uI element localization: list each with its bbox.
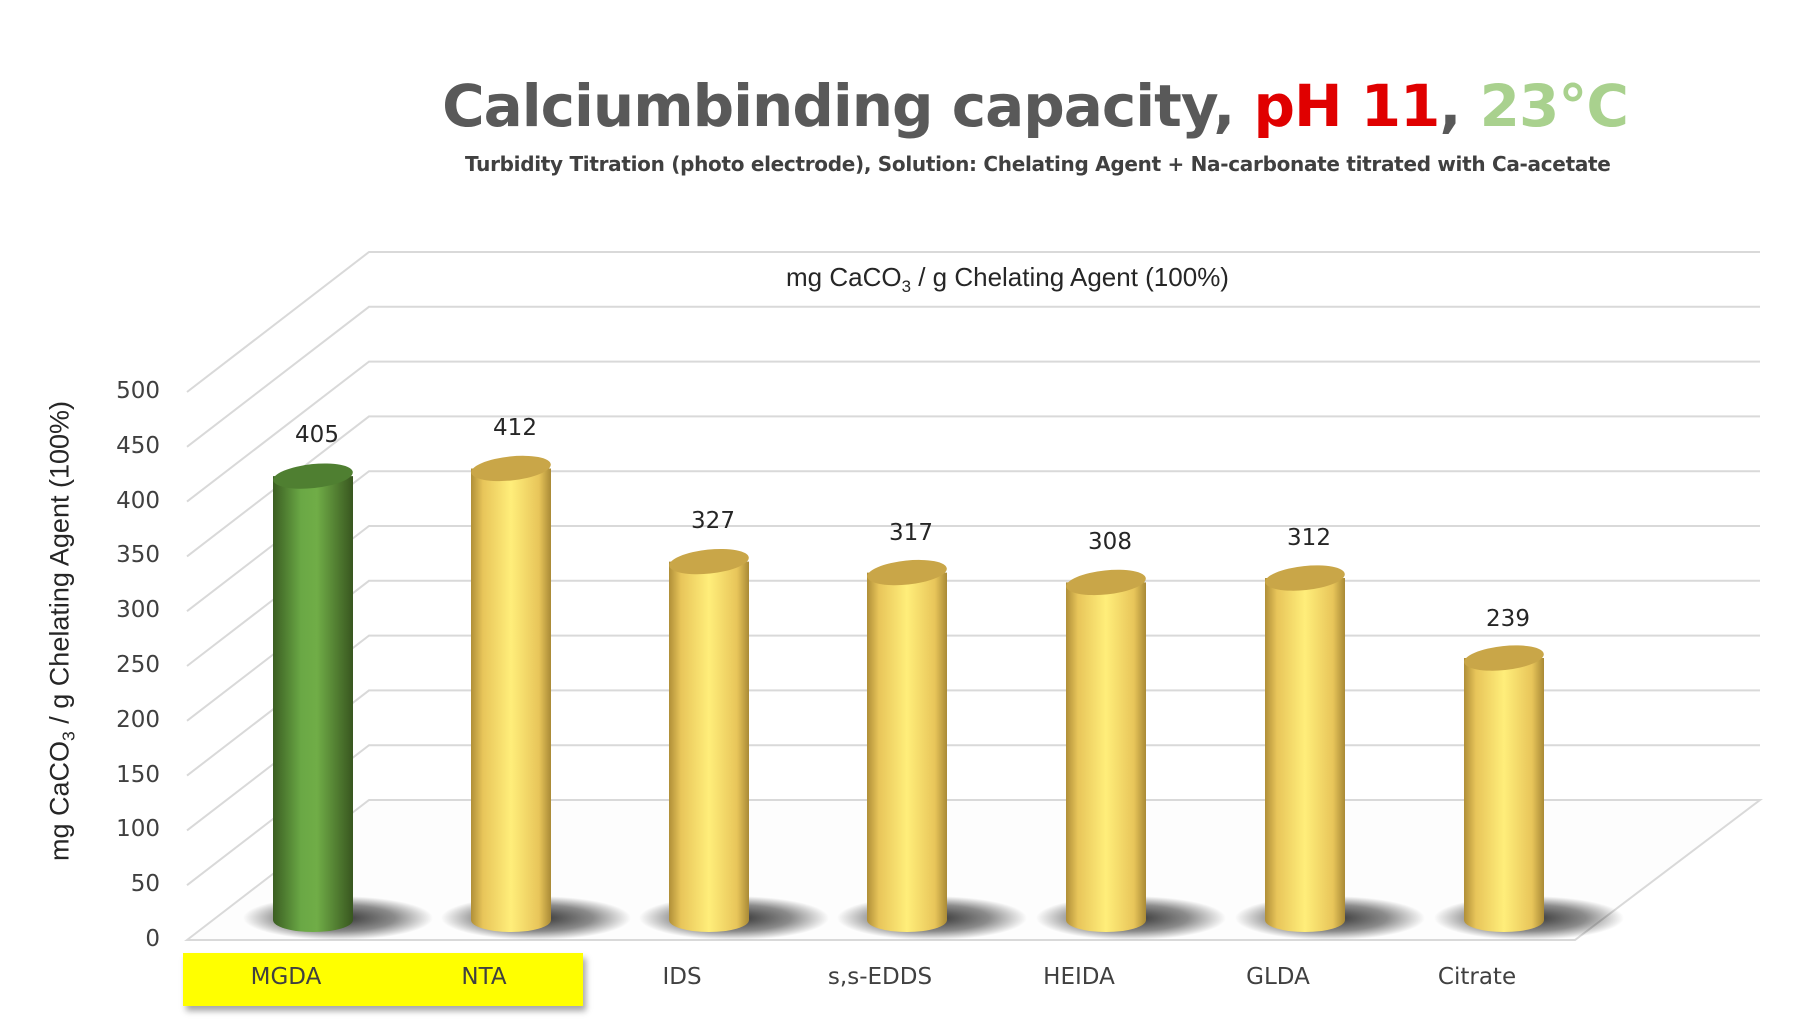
category-label-nta: NTA [461,964,507,990]
bar-ssedds [867,572,947,932]
bar-mgda [273,476,353,932]
chart-title-sep: , [1439,72,1480,140]
bar-heida [1066,582,1146,932]
category-label-ssedds: s,s-EDDS [827,964,933,990]
y-tick: 150 [116,762,160,788]
chart-title-ph: pH 11 [1253,72,1440,140]
bar-glda [1265,578,1345,932]
category-label-mgda: MGDA [250,964,322,990]
data-label-citrate: 239 [1486,606,1530,632]
y-tick: 200 [116,707,160,733]
data-label-ids: 327 [691,508,735,534]
y-axis-title: mg CaCO3 / g Chelating Agent (100%) [44,401,79,861]
category-highlight-box [183,953,583,1006]
y-tick: 300 [116,597,160,623]
category-label-citrate: Citrate [1437,964,1517,990]
series-title-pre: mg CaCO [786,262,902,292]
y-tick: 350 [116,542,160,568]
y-axis-title-sub: 3 [58,731,79,741]
bar-nta [471,468,551,932]
bar-ids [669,561,749,932]
y-axis-title-pre: mg CaCO [44,740,75,862]
y-tick: 250 [116,652,160,678]
bar-citrate [1464,658,1544,932]
chart-title-temp: 23°C [1479,72,1629,140]
y-tick: 500 [116,378,160,404]
y-tick: 100 [116,816,160,842]
category-label-heida: HEIDA [1043,964,1115,990]
data-label-heida: 308 [1088,529,1132,555]
category-label-glda: GLDA [1246,964,1310,990]
y-tick: 0 [145,926,160,952]
series-title-sub: 3 [901,277,911,297]
series-title: mg CaCO3 / g Chelating Agent (100%) [786,262,1229,297]
data-label-nta: 412 [493,415,537,441]
data-label-ssedds: 317 [889,520,933,546]
y-tick: 50 [130,871,160,897]
category-label-ids: IDS [662,964,702,990]
data-label-mgda: 405 [295,422,339,448]
bars [243,455,1624,940]
series-title-post: / g Chelating Agent (100%) [910,262,1229,292]
y-tick: 400 [116,488,160,514]
y-tick: 450 [116,433,160,459]
y-axis-title-post: / g Chelating Agent (100%) [44,400,75,732]
chart-title: Calciumbinding capacity, pH 11, 23°C [0,72,1800,140]
data-label-glda: 312 [1287,525,1331,551]
chart-title-main: Calciumbinding capacity, [442,72,1254,140]
chart-subtitle: Turbidity Titration (photo electrode), S… [465,152,1611,176]
